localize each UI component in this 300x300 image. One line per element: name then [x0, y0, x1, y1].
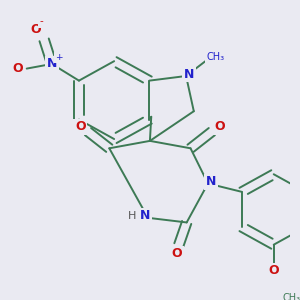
- Text: N: N: [184, 68, 194, 81]
- Text: +: +: [55, 53, 62, 62]
- Text: O: O: [268, 264, 279, 277]
- Text: H: H: [128, 211, 137, 221]
- Text: CH₃: CH₃: [282, 293, 300, 300]
- Text: O: O: [13, 62, 23, 75]
- Text: -: -: [39, 16, 43, 26]
- Text: O: O: [75, 121, 86, 134]
- Text: CH₃: CH₃: [206, 52, 224, 61]
- Text: O: O: [214, 121, 225, 134]
- Text: O: O: [30, 23, 41, 36]
- Text: N: N: [206, 175, 216, 188]
- Text: N: N: [47, 58, 57, 70]
- Text: N: N: [140, 209, 150, 223]
- Text: O: O: [172, 248, 182, 260]
